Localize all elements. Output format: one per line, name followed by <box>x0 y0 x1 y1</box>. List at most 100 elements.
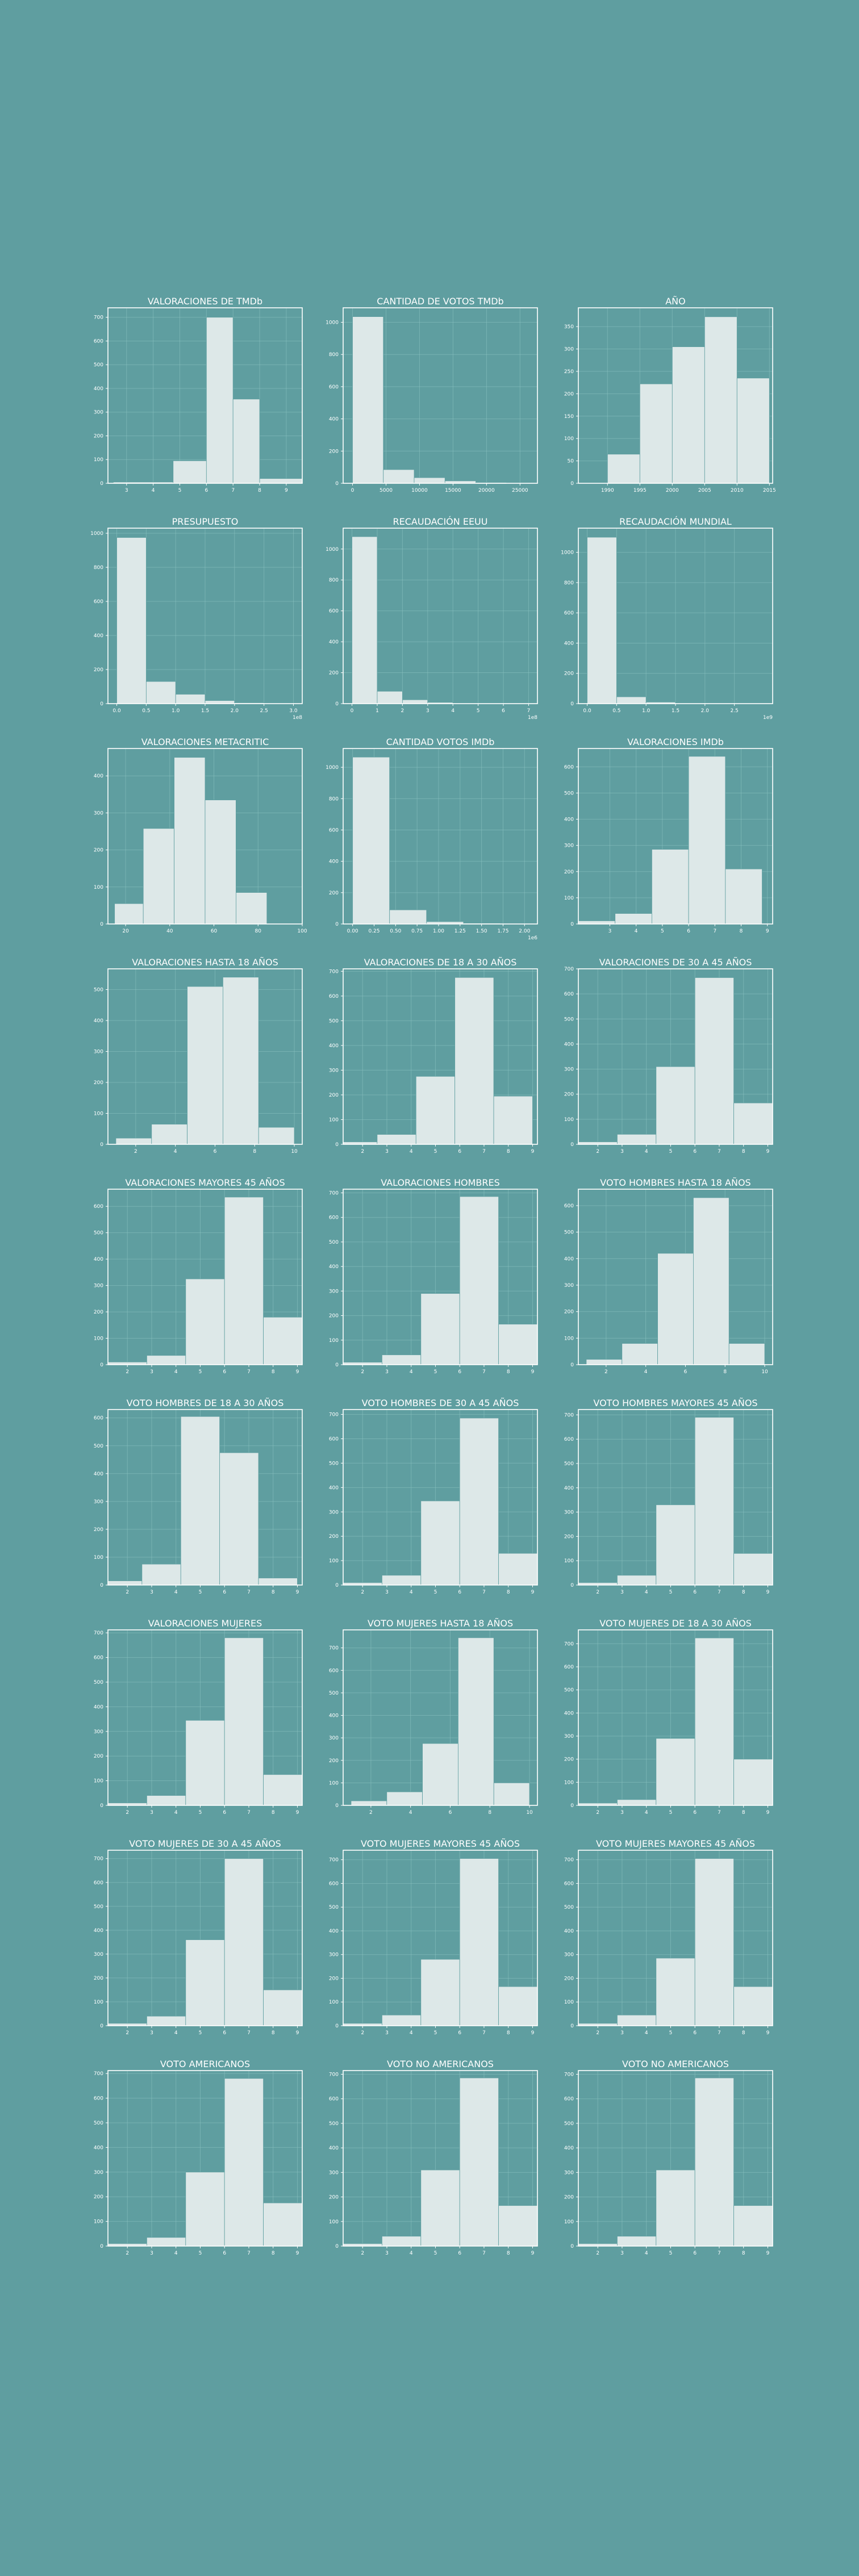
y-tick-label: 200 <box>329 1093 339 1098</box>
y-tick-label: 400 <box>94 633 103 639</box>
histogram-bar <box>147 2015 186 2026</box>
y-tick-label: 150 <box>564 414 574 420</box>
x-tick-label: 5 <box>477 708 480 714</box>
y-tick-label: 500 <box>564 791 574 796</box>
y-tick-label: 100 <box>564 2219 574 2225</box>
x-tick-label: 3 <box>150 2251 153 2256</box>
x-tick-label: 3 <box>385 2251 389 2256</box>
x-tick-label: 8 <box>272 1810 275 1816</box>
histogram-bar <box>728 1343 765 1365</box>
x-tick-label: 3.0 <box>289 708 298 714</box>
x-tick-label: 0.0 <box>112 708 121 714</box>
y-tick-label: 200 <box>564 1310 574 1315</box>
x-tick-label: 7 <box>527 708 531 714</box>
chart-title: CANTIDAD DE VOTOS TMDb <box>377 296 503 307</box>
histogram-bar <box>263 1316 303 1365</box>
x-tick-label: 10000 <box>411 488 428 494</box>
histogram-bar <box>420 1959 460 2026</box>
x-tick-label: 8 <box>272 2030 275 2036</box>
y-tick-label: 100 <box>564 1117 574 1123</box>
chart-title: VOTO HOMBRES DE 18 A 30 AÑOS <box>127 1398 284 1408</box>
y-tick-label: 600 <box>564 764 574 770</box>
x-tick-label: 3 <box>620 1810 624 1816</box>
plot-frame <box>578 1409 773 1586</box>
x-tick-label: 9 <box>296 1369 299 1375</box>
y-tick-label: 700 <box>94 1630 103 1636</box>
histogram-bar <box>263 1774 303 1806</box>
chart-title: VOTO MUJERES DE 30 A 45 AÑOS <box>129 1838 281 1849</box>
y-tick-label: 300 <box>94 810 103 816</box>
y-tick-label: 300 <box>329 1736 339 1741</box>
x-tick-label: 8 <box>507 1590 510 1595</box>
histogram-panel-23: VOTO MUJERES MAYORES 45 AÑOS 0 100 200 300 40… <box>329 1838 538 2036</box>
y-tick-label: 0 <box>335 2023 339 2029</box>
histogram-bar <box>704 316 737 484</box>
y-tick-label: 200 <box>564 1976 574 1981</box>
x-tick-label: 6 <box>687 929 690 934</box>
chart-title: RECAUDACIÓN MUNDIAL <box>619 516 732 527</box>
y-tick-label: 400 <box>94 1471 103 1477</box>
y-tick-label: 300 <box>94 1952 103 1958</box>
histogram-panel-13: VALORACIONES MAYORES 45 AÑOS 0 100 200 300 40… <box>94 1177 303 1375</box>
histogram-panel-3: AÑO 0 50 100 150 200 250 300 350 1990 1995 2000 2005… <box>564 296 776 494</box>
histogram-bar <box>352 316 384 484</box>
x-tick-label: 3 <box>385 2030 389 2036</box>
x-tick-label: 1.0 <box>642 708 650 714</box>
x-tick-label: 2 <box>604 1369 608 1375</box>
histogram-bar <box>657 1253 694 1365</box>
histogram-bar <box>185 1720 225 1806</box>
histogram-bar <box>725 868 762 925</box>
histogram-bar <box>733 1553 773 1586</box>
x-tick-label: 1995 <box>633 488 647 494</box>
histogram-bar <box>180 1416 220 1586</box>
x-tick-label: 7 <box>713 929 716 934</box>
y-tick-label: 0 <box>570 1583 574 1588</box>
chart-title: VALORACIONES IMDb <box>627 737 724 747</box>
histogram-bar <box>733 2205 773 2247</box>
histogram-bar <box>205 700 235 704</box>
histogram-bar <box>145 681 176 704</box>
x-tick-label: 3 <box>150 2030 153 2036</box>
histogram-bar <box>174 757 206 925</box>
y-tick-label: 100 <box>94 1336 103 1342</box>
x-tick-label: 4 <box>174 1149 177 1155</box>
histogram-panel-27: VOTO NO AMERICANOS 0 100 200 300 400 500 600 700… <box>564 2059 773 2256</box>
x-tick-label: 8 <box>507 1149 510 1155</box>
histogram-bar <box>693 1197 729 1365</box>
y-tick-label: 700 <box>564 967 574 972</box>
x-tick-label: 4 <box>635 929 638 934</box>
chart-title: VOTO HOMBRES MAYORES 45 AÑOS <box>593 1398 757 1408</box>
histogram-bar <box>187 986 223 1145</box>
chart-title: VOTO NO AMERICANOS <box>622 2059 729 2069</box>
y-tick-label: 0 <box>570 1362 574 1368</box>
y-tick-label: 100 <box>329 2000 339 2005</box>
x-tick-label: 8 <box>723 1369 727 1375</box>
x-tick-label: 5 <box>199 1590 202 1595</box>
x-tick-label: 1.75 <box>497 929 508 934</box>
x-tick-label: 9 <box>766 2030 770 2036</box>
histogram-bar <box>694 1417 734 1586</box>
plot-frame <box>107 748 303 925</box>
histogram-bar <box>236 892 268 925</box>
y-tick-label: 400 <box>329 1264 339 1270</box>
y-tick-label: 0 <box>100 1142 103 1148</box>
x-tick-label: 8 <box>740 929 743 934</box>
x-tick-label: 7 <box>482 1149 486 1155</box>
x-tick-label: 7 <box>718 1810 721 1816</box>
y-tick-label: 500 <box>564 1905 574 1910</box>
histogram-bar <box>459 1196 499 1365</box>
histogram-panel-24: VOTO MUJERES MAYORES 45 AÑOS 0 100 200 300 40… <box>564 1838 773 2036</box>
histogram-bar <box>493 1095 533 1145</box>
x-tick-label: 2 <box>126 2030 129 2036</box>
x-tick-label: 4 <box>174 2030 178 2036</box>
x-tick-label: 2 <box>126 1369 129 1375</box>
x-tick-label: 1.0 <box>172 708 180 714</box>
x-tick-label: 9 <box>766 1590 770 1595</box>
histogram-panel-22: VOTO MUJERES DE 30 A 45 AÑOS 0 100 200 300 40… <box>94 1838 303 2036</box>
x-tick-label: 9 <box>766 1810 770 1816</box>
y-tick-label: 0 <box>335 701 339 707</box>
y-tick-label: 500 <box>564 1688 574 1693</box>
x-tick-label: 2 <box>361 1149 364 1155</box>
x-tick-label: 7 <box>231 488 235 494</box>
x-tick-label: 3 <box>620 1590 624 1595</box>
